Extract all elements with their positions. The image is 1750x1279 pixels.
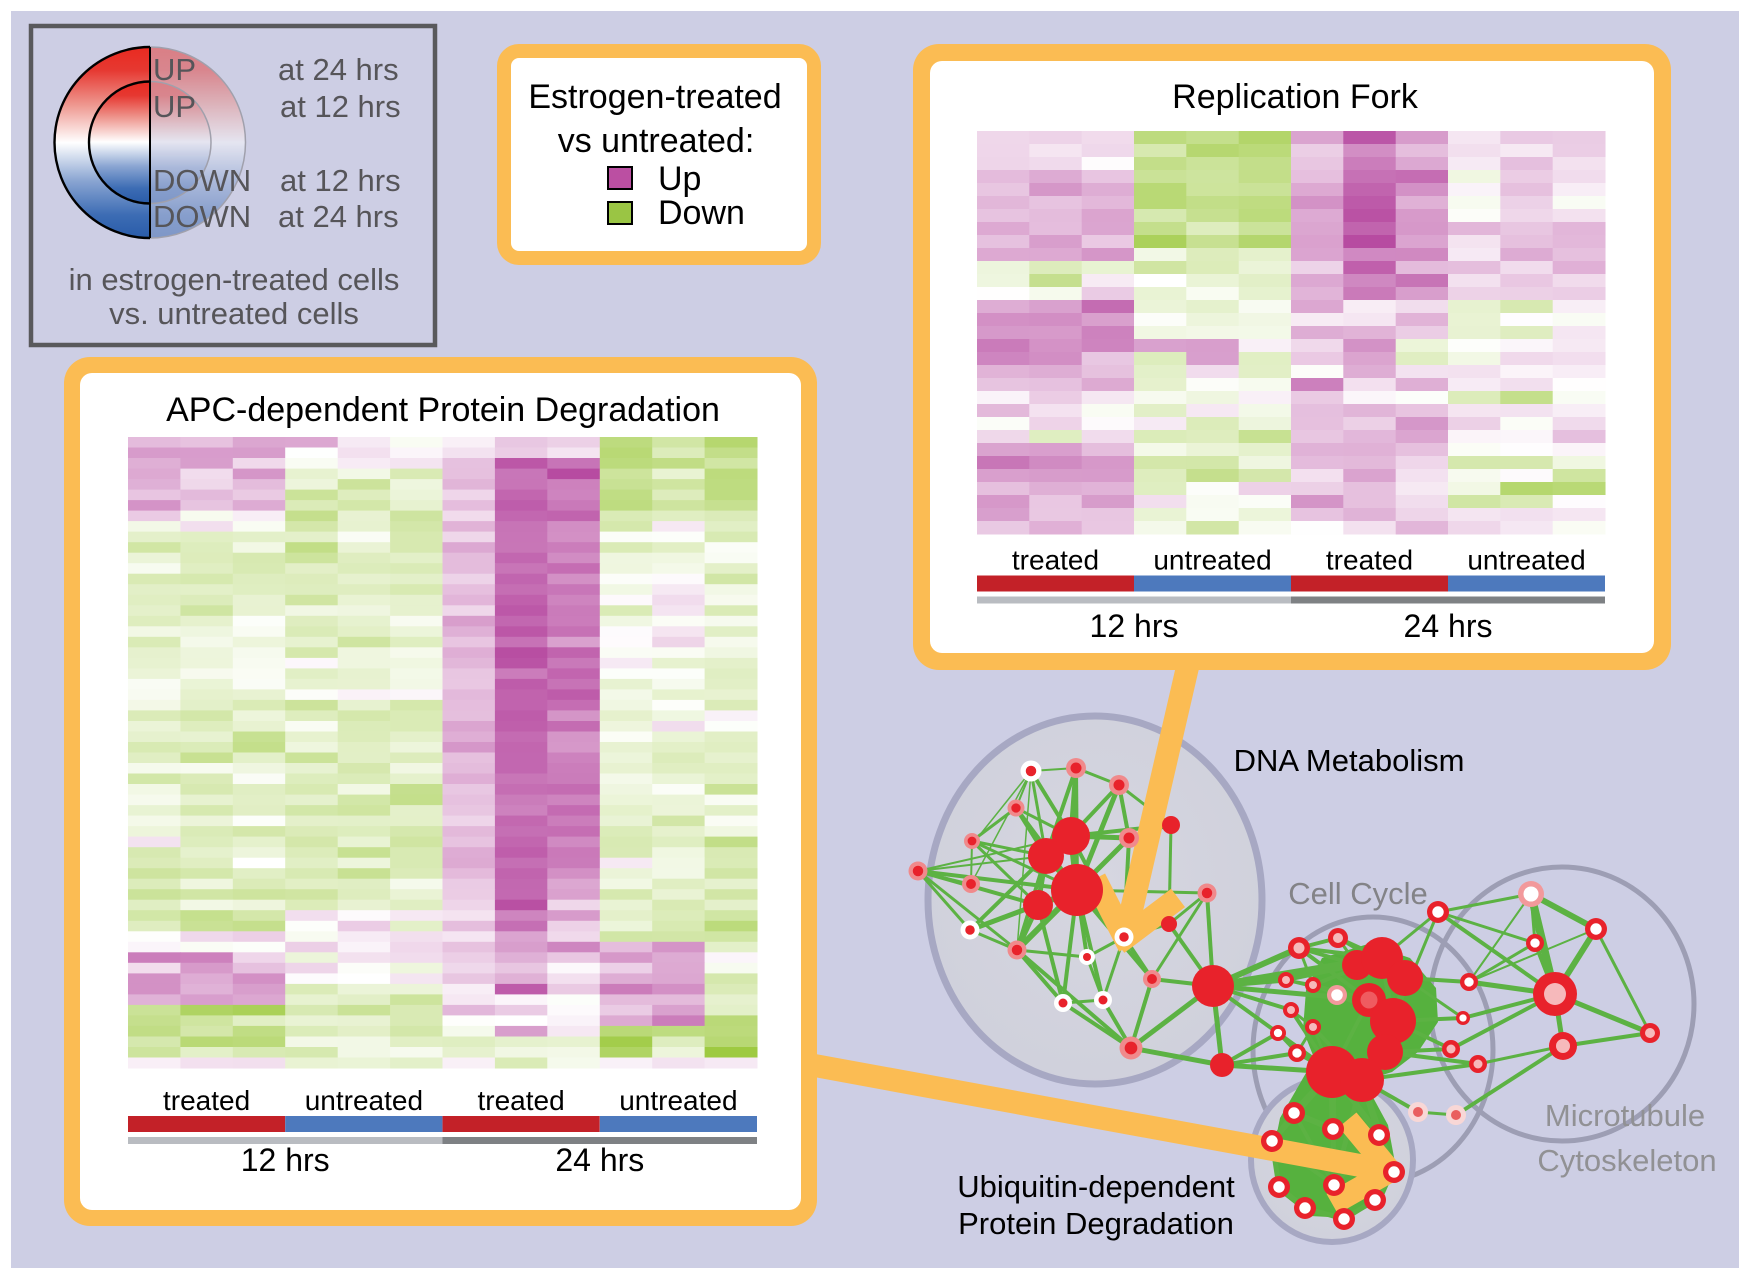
svg-text:in estrogen-treated cells: in estrogen-treated cells <box>69 262 400 297</box>
svg-text:24 hrs: 24 hrs <box>555 1142 644 1178</box>
svg-text:12 hrs: 12 hrs <box>241 1142 330 1178</box>
svg-text:untreated: untreated <box>305 1085 423 1116</box>
svg-text:at 24 hrs: at 24 hrs <box>278 52 399 87</box>
svg-text:treated: treated <box>163 1085 250 1116</box>
svg-text:DNA Metabolism: DNA Metabolism <box>1234 743 1465 778</box>
svg-text:12 hrs: 12 hrs <box>1090 608 1179 644</box>
svg-text:24 hrs: 24 hrs <box>1404 608 1493 644</box>
svg-text:APC-dependent Protein Degradat: APC-dependent Protein Degradation <box>166 391 720 429</box>
svg-text:treated: treated <box>1326 545 1413 576</box>
svg-text:at 12 hrs: at 12 hrs <box>280 89 401 124</box>
svg-text:UP: UP <box>153 89 196 124</box>
svg-text:Cytoskeleton: Cytoskeleton <box>1537 1143 1716 1178</box>
svg-text:DOWN: DOWN <box>153 163 251 198</box>
svg-text:untreated: untreated <box>1153 545 1271 576</box>
svg-text:Estrogen-treated: Estrogen-treated <box>528 78 781 116</box>
svg-text:treated: treated <box>478 1085 565 1116</box>
svg-text:Ubiquitin-dependent: Ubiquitin-dependent <box>957 1169 1235 1204</box>
svg-text:UP: UP <box>153 52 196 87</box>
svg-text:Microtubule: Microtubule <box>1545 1098 1705 1133</box>
svg-text:untreated: untreated <box>619 1085 737 1116</box>
svg-text:Protein Degradation: Protein Degradation <box>958 1206 1234 1241</box>
svg-text:vs untreated:: vs untreated: <box>558 122 755 160</box>
svg-text:at 24 hrs: at 24 hrs <box>278 199 399 234</box>
svg-text:at 12 hrs: at 12 hrs <box>280 163 401 198</box>
svg-text:Replication Fork: Replication Fork <box>1172 78 1419 116</box>
svg-text:Cell Cycle: Cell Cycle <box>1288 876 1428 911</box>
svg-text:Up: Up <box>658 160 701 198</box>
svg-text:DOWN: DOWN <box>153 199 251 234</box>
svg-text:untreated: untreated <box>1467 545 1585 576</box>
svg-text:Down: Down <box>658 194 745 232</box>
svg-text:vs. untreated cells: vs. untreated cells <box>109 296 359 331</box>
svg-text:treated: treated <box>1012 545 1099 576</box>
